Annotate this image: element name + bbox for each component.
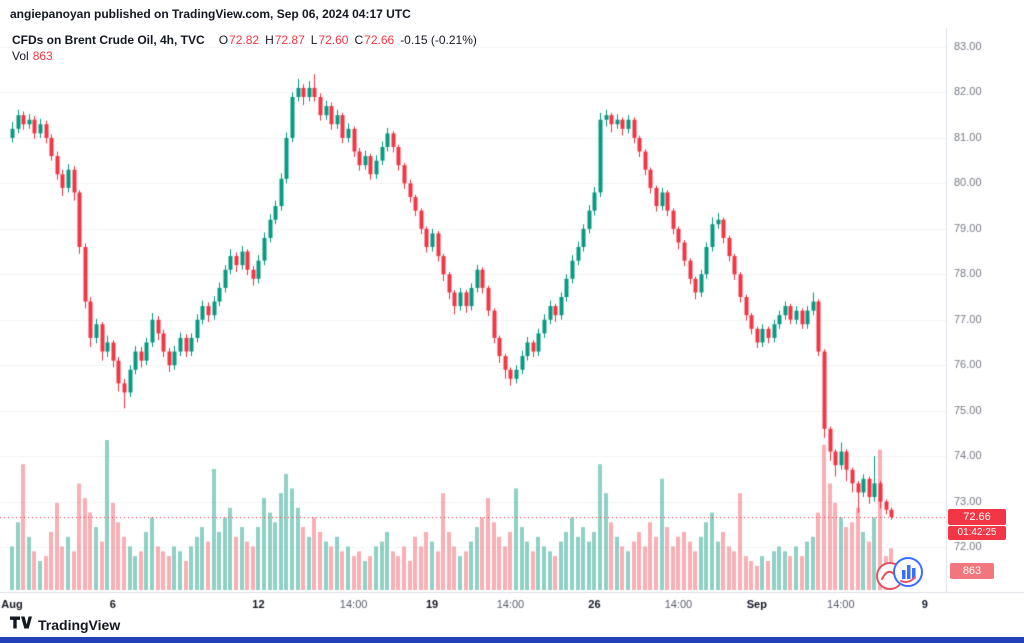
tradingview-logo-icon [10, 615, 32, 635]
attribution-bar: angiepanoyan published on TradingView.co… [10, 7, 411, 21]
current-price-badge: 72.66 [948, 509, 1006, 525]
change-value: -0.15 (-0.21%) [400, 33, 477, 47]
watermark-icon [874, 552, 926, 599]
open-label: O [218, 33, 229, 47]
symbol-title: CFDs on Brent Crude Oil, 4h, TVC [12, 33, 205, 47]
high-value: 72.87 [274, 33, 305, 47]
high-label: H [265, 33, 274, 47]
bar-countdown-badge: 01:42:25 [948, 526, 1006, 540]
volume-scale-badge: 863 [950, 563, 994, 579]
low-label: L [310, 33, 318, 47]
volume-legend: Vol 863 [12, 49, 53, 63]
volume-label: Vol [12, 49, 29, 63]
symbol-legend: CFDs on Brent Crude Oil, 4h, TVC O72.82 H7… [12, 33, 477, 47]
attribution-text: angiepanoyan published on TradingView.co… [10, 7, 411, 21]
footer-accent-bar [0, 637, 1024, 643]
close-value: 72.66 [364, 33, 395, 47]
footer: TradingView [10, 615, 120, 635]
tradingview-brand[interactable]: TradingView [38, 617, 121, 633]
open-value: 72.82 [229, 33, 260, 47]
volume-value: 863 [32, 49, 53, 63]
close-label: C [354, 33, 364, 47]
low-value: 72.60 [318, 33, 349, 47]
